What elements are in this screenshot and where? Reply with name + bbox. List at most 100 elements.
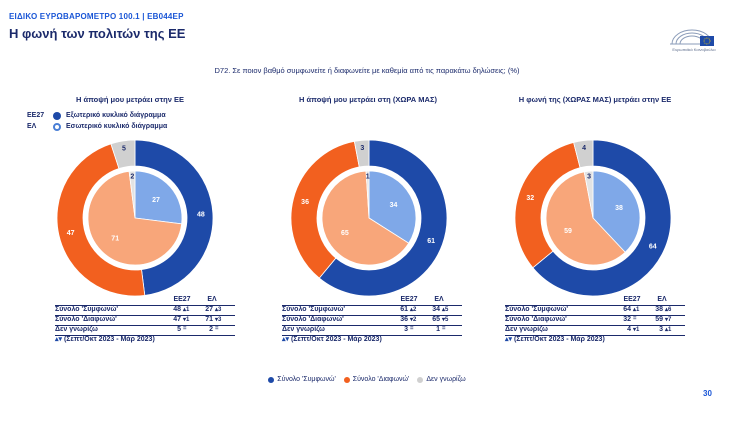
eu-disagree-value: 36: [400, 316, 408, 323]
table-header-eu: ΕΕ27: [623, 296, 641, 303]
outer-label-dontknow: 4: [582, 145, 586, 152]
inner-label-agree: 34: [390, 202, 398, 209]
legend-disagree: Σύνολο 'Διαφωνώ': [343, 376, 410, 383]
eu-disagree-value: 47: [173, 316, 181, 323]
eu-disagree-change: ▾1: [183, 317, 190, 323]
gr-agree-change: ▴5: [442, 307, 449, 313]
gr-dontknow-value: 2: [209, 326, 213, 333]
agree-swatch-icon: [268, 376, 275, 383]
outer-ring-code: ΕΕ27: [27, 112, 45, 119]
inner-slice-agree: [592, 170, 641, 253]
gr-disagree-value: 71: [205, 316, 213, 323]
row-label-agree: Σύνολο 'Συμφωνώ': [282, 306, 346, 313]
legend-agree-label: Σύνολο 'Συμφωνώ': [277, 376, 336, 383]
chart-title-2: Η άποψή μου μετράει στη (ΧΩΡΑ ΜΑΣ): [299, 95, 437, 104]
row-label-agree: Σύνολο 'Συμφωνώ': [55, 306, 119, 313]
eu-agree-change: ▴1: [183, 307, 190, 313]
gr-dontknow-value: 1: [436, 326, 440, 333]
gr-disagree-change: ▾5: [442, 317, 449, 323]
inner-label-agree: 27: [152, 197, 160, 204]
inner-slice-dontknow: [365, 170, 370, 219]
row-label-disagree: Σύνολο 'Διαφωνώ': [505, 316, 567, 323]
table-header-gr: ΕΛ: [434, 296, 444, 303]
gr-disagree-change: ▾3: [215, 317, 222, 323]
data-table-1: ΕΕ27 ΕΛ Σύνολο 'Συμφωνώ' 48 ▴1 27 ▴3 Σύν…: [55, 296, 235, 343]
gr-agree-change: ▴6: [665, 307, 672, 313]
outer-label-agree: 61: [427, 238, 435, 245]
bottom-legend: Σύνολο 'Συμφωνώ' Σύνολο 'Διαφωνώ' Δεν γν…: [0, 376, 734, 383]
eu-agree-value: 64: [623, 306, 631, 313]
page-title: Η φωνή των πολιτών της ΕΕ: [9, 26, 186, 41]
gr-agree-change: ▴3: [215, 307, 222, 313]
table-header-eu: ΕΕ27: [173, 296, 191, 303]
outer-slice-disagree: [56, 143, 146, 297]
gr-agree-value: 34: [432, 306, 440, 313]
eu-disagree-change: ▾2: [410, 317, 417, 323]
change-note: ▴▾ (Σεπτ/Οκτ 2023 - Μάρ 2023): [282, 335, 382, 343]
donut-chart-2: 61 36 3 34 65 1: [290, 139, 448, 297]
outer-slice-agree: [134, 139, 214, 296]
eu-disagree-value: 32: [623, 316, 631, 323]
outer-slice-dontknow: [353, 139, 370, 168]
outer-slice-agree: [318, 139, 448, 297]
page-number: 30: [703, 389, 712, 398]
question-text: D72. Σε ποιον βαθμό συμφωνείτε ή διαφωνε…: [214, 66, 520, 75]
disagree-swatch-icon: [343, 376, 350, 383]
change-arrows-icon: ▴▾: [505, 336, 513, 343]
data-table-3: ΕΕ27 ΕΛ Σύνολο 'Συμφωνώ' 64 ▴1 38 ▴6 Σύν…: [505, 296, 685, 343]
survey-label: ΕΙΔΙΚΟ ΕΥΡΩΒΑΡΟΜΕΤΡΟ 100.1 | EB044EP: [9, 12, 184, 21]
gr-disagree-change: ▾7: [665, 317, 672, 323]
outer-slice-dontknow: [573, 139, 594, 169]
gr-dontknow-change: ▴1: [665, 327, 672, 333]
change-note-text: (Σεπτ/Οκτ 2023 - Μάρ 2023): [512, 336, 605, 343]
chart-title-3: Η φωνή της (ΧΩΡΑΣ ΜΑΣ) μετράει στην ΕΕ: [518, 95, 672, 104]
outer-label-agree: 64: [649, 244, 657, 251]
row-label-dontknow: Δεν γνωρίζω: [282, 326, 325, 333]
change-note: ▴▾ (Σεπτ/Οκτ 2023 - Μάρ 2023): [505, 335, 605, 343]
outer-slice-dontknow: [110, 139, 136, 170]
table-header-gr: ΕΛ: [657, 296, 667, 303]
donut-chart-1: 48 47 5 27 71 2: [56, 139, 214, 297]
inner-ring-label: Εσωτερικό κυκλικό διάγραμμα: [66, 123, 168, 130]
row-label-disagree: Σύνολο 'Διαφωνώ': [55, 316, 117, 323]
gr-agree-value: 27: [205, 306, 213, 313]
change-note: ▴▾ (Σεπτ/Οκτ 2023 - Μάρ 2023): [55, 335, 155, 343]
change-note-text: (Σεπτ/Οκτ 2023 - Μάρ 2023): [289, 336, 382, 343]
gr-dontknow-change: =: [442, 326, 446, 332]
legend-dontknow: Δεν γνωρίζω: [417, 376, 466, 383]
eu-agree-change: ▴1: [633, 307, 640, 313]
ring-legend: ΕΕ27 Εξωτερικό κυκλικό διάγραμμα ΕΛ Εσωτ…: [27, 110, 167, 132]
eu-dontknow-value: 4: [627, 326, 631, 333]
legend-disagree-label: Σύνολο 'Διαφωνώ': [352, 376, 410, 383]
legend-agree: Σύνολο 'Συμφωνώ': [268, 376, 336, 383]
gr-dontknow-change: =: [215, 326, 219, 332]
inner-label-disagree: 65: [341, 230, 349, 237]
donut-chart-3: 64 32 4 38 59 3: [514, 139, 672, 297]
inner-slice-dontknow: [128, 170, 136, 219]
eu-agree-value: 61: [400, 306, 408, 313]
inner-label-disagree: 59: [564, 228, 572, 235]
change-arrows-icon: ▴▾: [282, 336, 290, 343]
inner-label-agree: 38: [615, 205, 623, 212]
outer-label-disagree: 47: [67, 230, 75, 237]
gr-disagree-value: 65: [432, 316, 440, 323]
table-header-gr: ΕΛ: [207, 296, 217, 303]
parliament-logo-icon: [670, 29, 714, 46]
eu-agree-value: 48: [173, 306, 181, 313]
row-label-dontknow: Δεν γνωρίζω: [55, 326, 98, 333]
outer-label-dontknow: 5: [122, 145, 126, 152]
data-table-2: ΕΕ27 ΕΛ Σύνολο 'Συμφωνώ' 61 ▴2 34 ▴5 Σύν…: [282, 296, 462, 343]
inner-slice-disagree: [321, 170, 410, 266]
outer-label-disagree: 36: [301, 199, 309, 206]
eu-dontknow-change: =: [183, 326, 187, 332]
outer-label-agree: 48: [197, 211, 205, 218]
change-note-text: (Σεπτ/Οκτ 2023 - Μάρ 2023): [62, 336, 155, 343]
inner-label-dontknow: 2: [130, 174, 134, 181]
eu-dontknow-value: 3: [404, 326, 408, 333]
outer-label-dontknow: 3: [360, 145, 364, 152]
eu-dontknow-change: ▾1: [633, 327, 640, 333]
eu-agree-change: ▴2: [410, 307, 417, 313]
inner-slice-disagree: [545, 171, 626, 266]
dontknow-swatch-icon: [417, 376, 424, 383]
outer-slice-agree: [532, 139, 672, 297]
